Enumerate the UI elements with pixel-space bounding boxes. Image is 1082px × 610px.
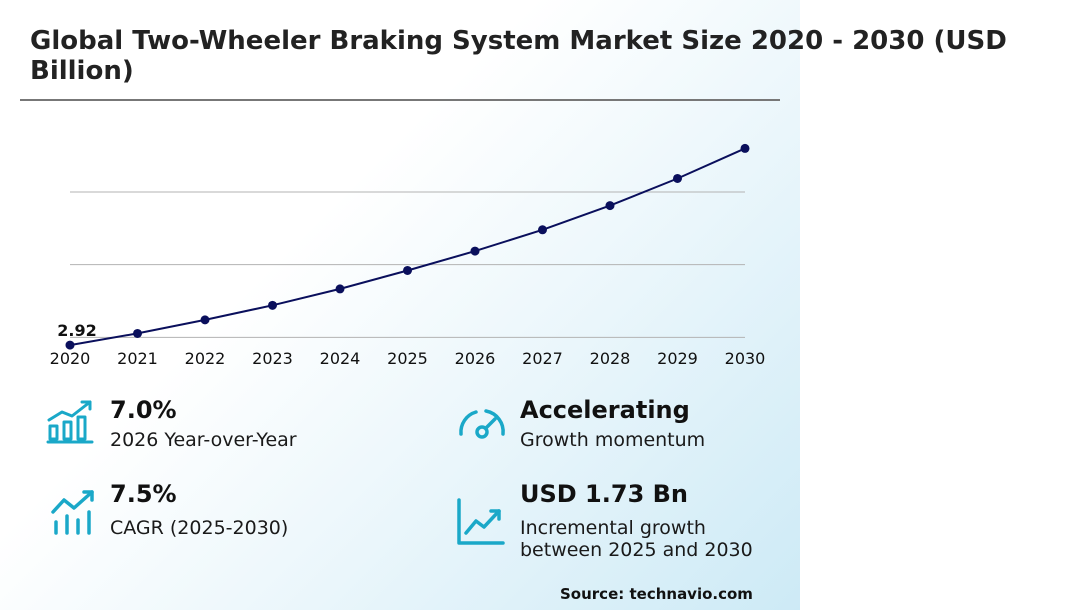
x-tick-label: 2027 [522,349,563,368]
trend-bars-icon [51,490,94,535]
data-points [65,143,750,350]
tick-labels: 2020 2021 2022 2023 2024 2025 2026 2027 2028 2029… [50,321,766,368]
data-point-2025 [403,265,412,275]
series-line [69,147,746,347]
stat-cagr-value: 7.5% [110,480,177,508]
x-tick-label: 2023 [252,349,293,368]
x-tick-label: 2020 [50,349,91,368]
x-tick-label: 2026 [455,349,496,368]
stat-momentum-value: Accelerating [520,396,690,424]
gridlines [70,191,745,338]
x-tick-label: 2025 [387,349,428,368]
background-panel [0,0,800,610]
x-tick-label: 2021 [117,349,158,368]
data-label: 2.92 [57,321,96,340]
data-point-2026 [470,246,480,256]
stat-yoy-caption: 2026 Year-over-Year [110,429,297,451]
line-chart-icon [457,498,505,545]
x-tick-label: 2030 [725,349,766,368]
bar-growth-icon [46,400,94,444]
stat-incremental-value: USD 1.73 Bn [520,480,688,508]
data-point-2021 [133,328,142,338]
market-size-line-chart: 2020 2021 2022 2023 2024 2025 2026 2027 2028 2029… [50,143,766,368]
chart-title: Global Two-Wheeler Braking System Market… [30,26,1007,86]
gauge-icon [459,409,505,439]
data-point-2027 [538,225,547,235]
x-tick-label: 2024 [320,349,361,368]
stat-yoy-value: 7.0% [110,396,177,424]
data-point-2022 [200,315,210,325]
x-tick-label: 2022 [185,349,226,368]
title-divider [20,99,780,101]
series-polyline [69,147,746,347]
stat-momentum-caption: Growth momentum [520,429,706,451]
stat-cagr-caption: CAGR (2025-2030) [110,517,289,539]
x-tick-label: 2029 [657,349,698,368]
data-point-2023 [268,300,277,310]
stat-incremental-caption: Incremental growth between 2025 and 2030 [520,517,753,561]
data-point-2028 [605,201,615,211]
data-point-2024 [335,284,345,294]
data-point-2029 [673,173,682,183]
source-credit: Source: technavio.com [560,585,753,603]
data-point-2020 [65,340,75,350]
data-point-2030 [740,143,750,153]
x-tick-label: 2028 [590,349,631,368]
